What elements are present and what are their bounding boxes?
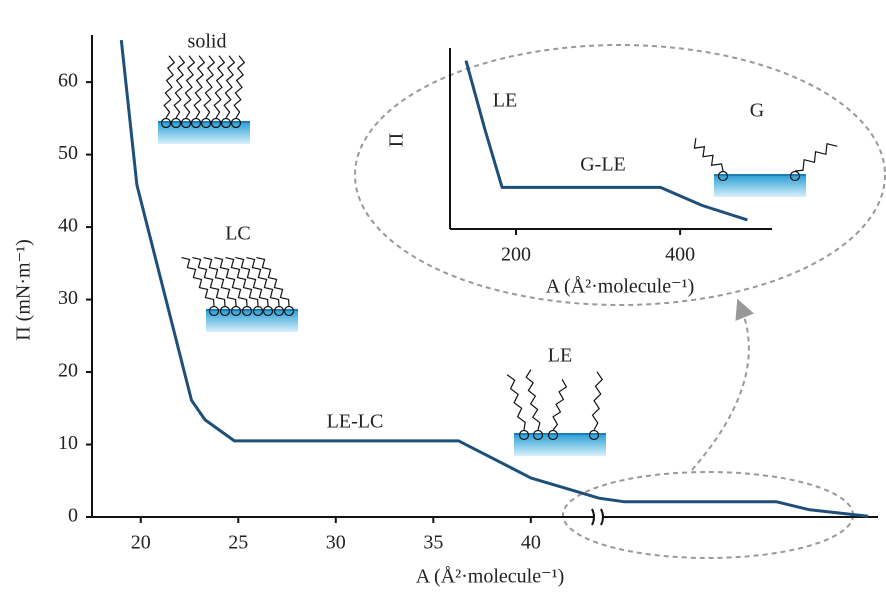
tail [591,371,604,431]
y-tick-label: 0 [68,505,78,527]
head-group [273,305,285,317]
head-group [208,305,220,317]
tail [214,256,248,307]
head-group [789,170,801,182]
head-group [547,429,559,441]
tail [203,256,237,307]
zoom-region [562,471,854,559]
phase-label: G [750,100,764,122]
y-axis-label: Π [386,133,408,147]
phase-label: LE [493,90,517,112]
y-tick-label: 10 [58,432,78,454]
tail [193,55,206,119]
tail [794,142,838,172]
phase-label: G-LE [580,154,626,176]
x-tick-label: 20 [131,532,151,554]
x-tick-label: 25 [228,532,248,554]
tail [203,55,216,119]
x-tick-label: 30 [326,532,346,554]
y-axis-label: Π (mN·m⁻¹) [13,239,35,341]
tail [181,256,215,307]
head-group [210,117,222,129]
axis-break [591,508,595,526]
x-tick-label: 200 [501,244,531,266]
head-group [262,305,274,317]
axis-break-gap [594,507,602,527]
tail [163,55,176,119]
tail [225,256,259,307]
y-tick-label: 60 [58,70,78,92]
tail [246,256,280,307]
head-group [283,305,295,317]
head-group [219,305,231,317]
tail [693,138,724,172]
head-group [220,117,232,129]
tail [192,256,226,307]
isotherm-line [464,60,748,222]
y-tick-label: 30 [58,287,78,309]
water [714,175,806,197]
phase-label: LC [225,223,251,245]
phase-label: LE-LC [327,411,384,433]
axis-break [600,508,604,526]
x-tick-label: 35 [423,532,443,554]
head-group [190,117,202,129]
head-group [241,305,253,317]
x-tick-label: 400 [665,244,695,266]
head-group [160,117,172,129]
tail [525,369,541,431]
head-group [532,429,544,441]
head-group [518,429,530,441]
y-tick-label: 20 [58,360,78,382]
tail [552,379,568,431]
head-group [588,429,600,441]
x-axis-label: A (Å²·molecule⁻¹) [416,566,565,588]
head-group [180,117,192,129]
head-group [200,117,212,129]
water [206,310,298,332]
tail [213,55,226,119]
tail [173,55,186,119]
head-group [717,170,729,182]
head-group [252,305,264,317]
zoom-ellipse [354,44,886,306]
tail [235,256,269,307]
phase-label: LE [548,345,572,367]
phase-label: solid [188,31,227,53]
x-tick-label: 40 [521,532,541,554]
tail [233,55,246,119]
head-group [230,305,242,317]
isotherm-line [119,39,869,518]
tail [183,55,196,119]
x-axis-label: A (Å²·molecule⁻¹) [546,276,695,298]
head-group [170,117,182,129]
y-tick-label: 40 [58,215,78,237]
y-tick-label: 50 [58,142,78,164]
tail [506,374,526,431]
tail [223,55,236,119]
tail [256,256,290,307]
head-group [230,117,242,129]
zoom-arrow [691,298,755,471]
